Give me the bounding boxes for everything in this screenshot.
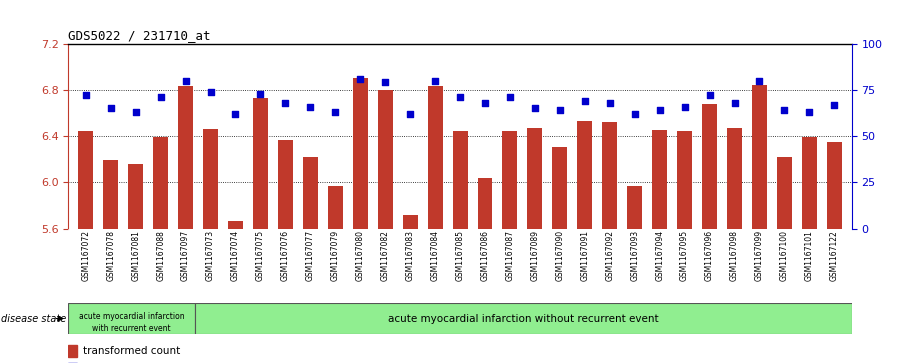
Point (578, 98, 592, 104)
Bar (453, 131, 467, 229)
Point (702, 93, 717, 98)
Bar (403, 215, 417, 229)
Point (777, 107, 792, 113)
Bar (302, 157, 318, 229)
Bar (777, 157, 792, 229)
Text: disease state: disease state (2, 314, 67, 323)
Point (278, 100, 292, 106)
Bar (652, 130, 667, 229)
Bar (427, 86, 443, 229)
Bar (68, 303, 195, 334)
Text: with recurrent event: with recurrent event (92, 324, 171, 333)
Point (229, 111, 243, 117)
Bar (552, 147, 568, 229)
Point (553, 107, 568, 113)
Bar (702, 104, 717, 229)
Bar (253, 98, 268, 229)
Point (203, 89, 218, 95)
Point (428, 78, 443, 83)
Bar (477, 178, 493, 229)
Bar (68, 345, 77, 357)
Bar (802, 137, 817, 229)
Text: acute myocardial infarction: acute myocardial infarction (78, 313, 184, 322)
Point (628, 111, 642, 117)
Bar (578, 121, 592, 229)
Point (378, 79, 393, 85)
Bar (827, 142, 842, 229)
Point (153, 94, 168, 100)
Bar (503, 131, 517, 229)
Bar (153, 137, 169, 229)
Bar (78, 131, 93, 229)
Bar (103, 160, 118, 229)
Bar (203, 129, 218, 229)
Point (353, 76, 367, 82)
Point (303, 103, 318, 109)
Bar (378, 90, 393, 229)
Point (802, 109, 816, 115)
Bar (353, 78, 368, 229)
Bar (628, 186, 642, 229)
Point (727, 100, 742, 106)
Point (677, 103, 691, 109)
Point (128, 109, 143, 115)
Bar (527, 128, 542, 229)
Point (328, 109, 343, 115)
Point (477, 100, 492, 106)
Text: acute myocardial infarction without recurrent event: acute myocardial infarction without recu… (388, 314, 659, 323)
Bar (727, 128, 742, 229)
Text: GDS5022 / 231710_at: GDS5022 / 231710_at (68, 29, 210, 42)
Bar (278, 140, 292, 229)
Bar (179, 86, 193, 229)
Point (602, 100, 617, 106)
Bar (602, 122, 618, 229)
Point (827, 102, 842, 107)
Bar (677, 131, 692, 229)
Bar (752, 85, 767, 229)
Point (453, 94, 467, 100)
Point (78, 93, 93, 98)
Point (179, 78, 193, 83)
Point (104, 105, 118, 111)
Point (403, 111, 417, 117)
Bar (328, 186, 343, 229)
Text: transformed count: transformed count (83, 346, 180, 356)
Bar (195, 303, 852, 334)
Bar (128, 164, 143, 229)
Point (652, 107, 667, 113)
Point (503, 94, 517, 100)
Bar (228, 221, 243, 229)
Point (752, 78, 767, 83)
Point (527, 105, 542, 111)
Point (253, 91, 268, 97)
